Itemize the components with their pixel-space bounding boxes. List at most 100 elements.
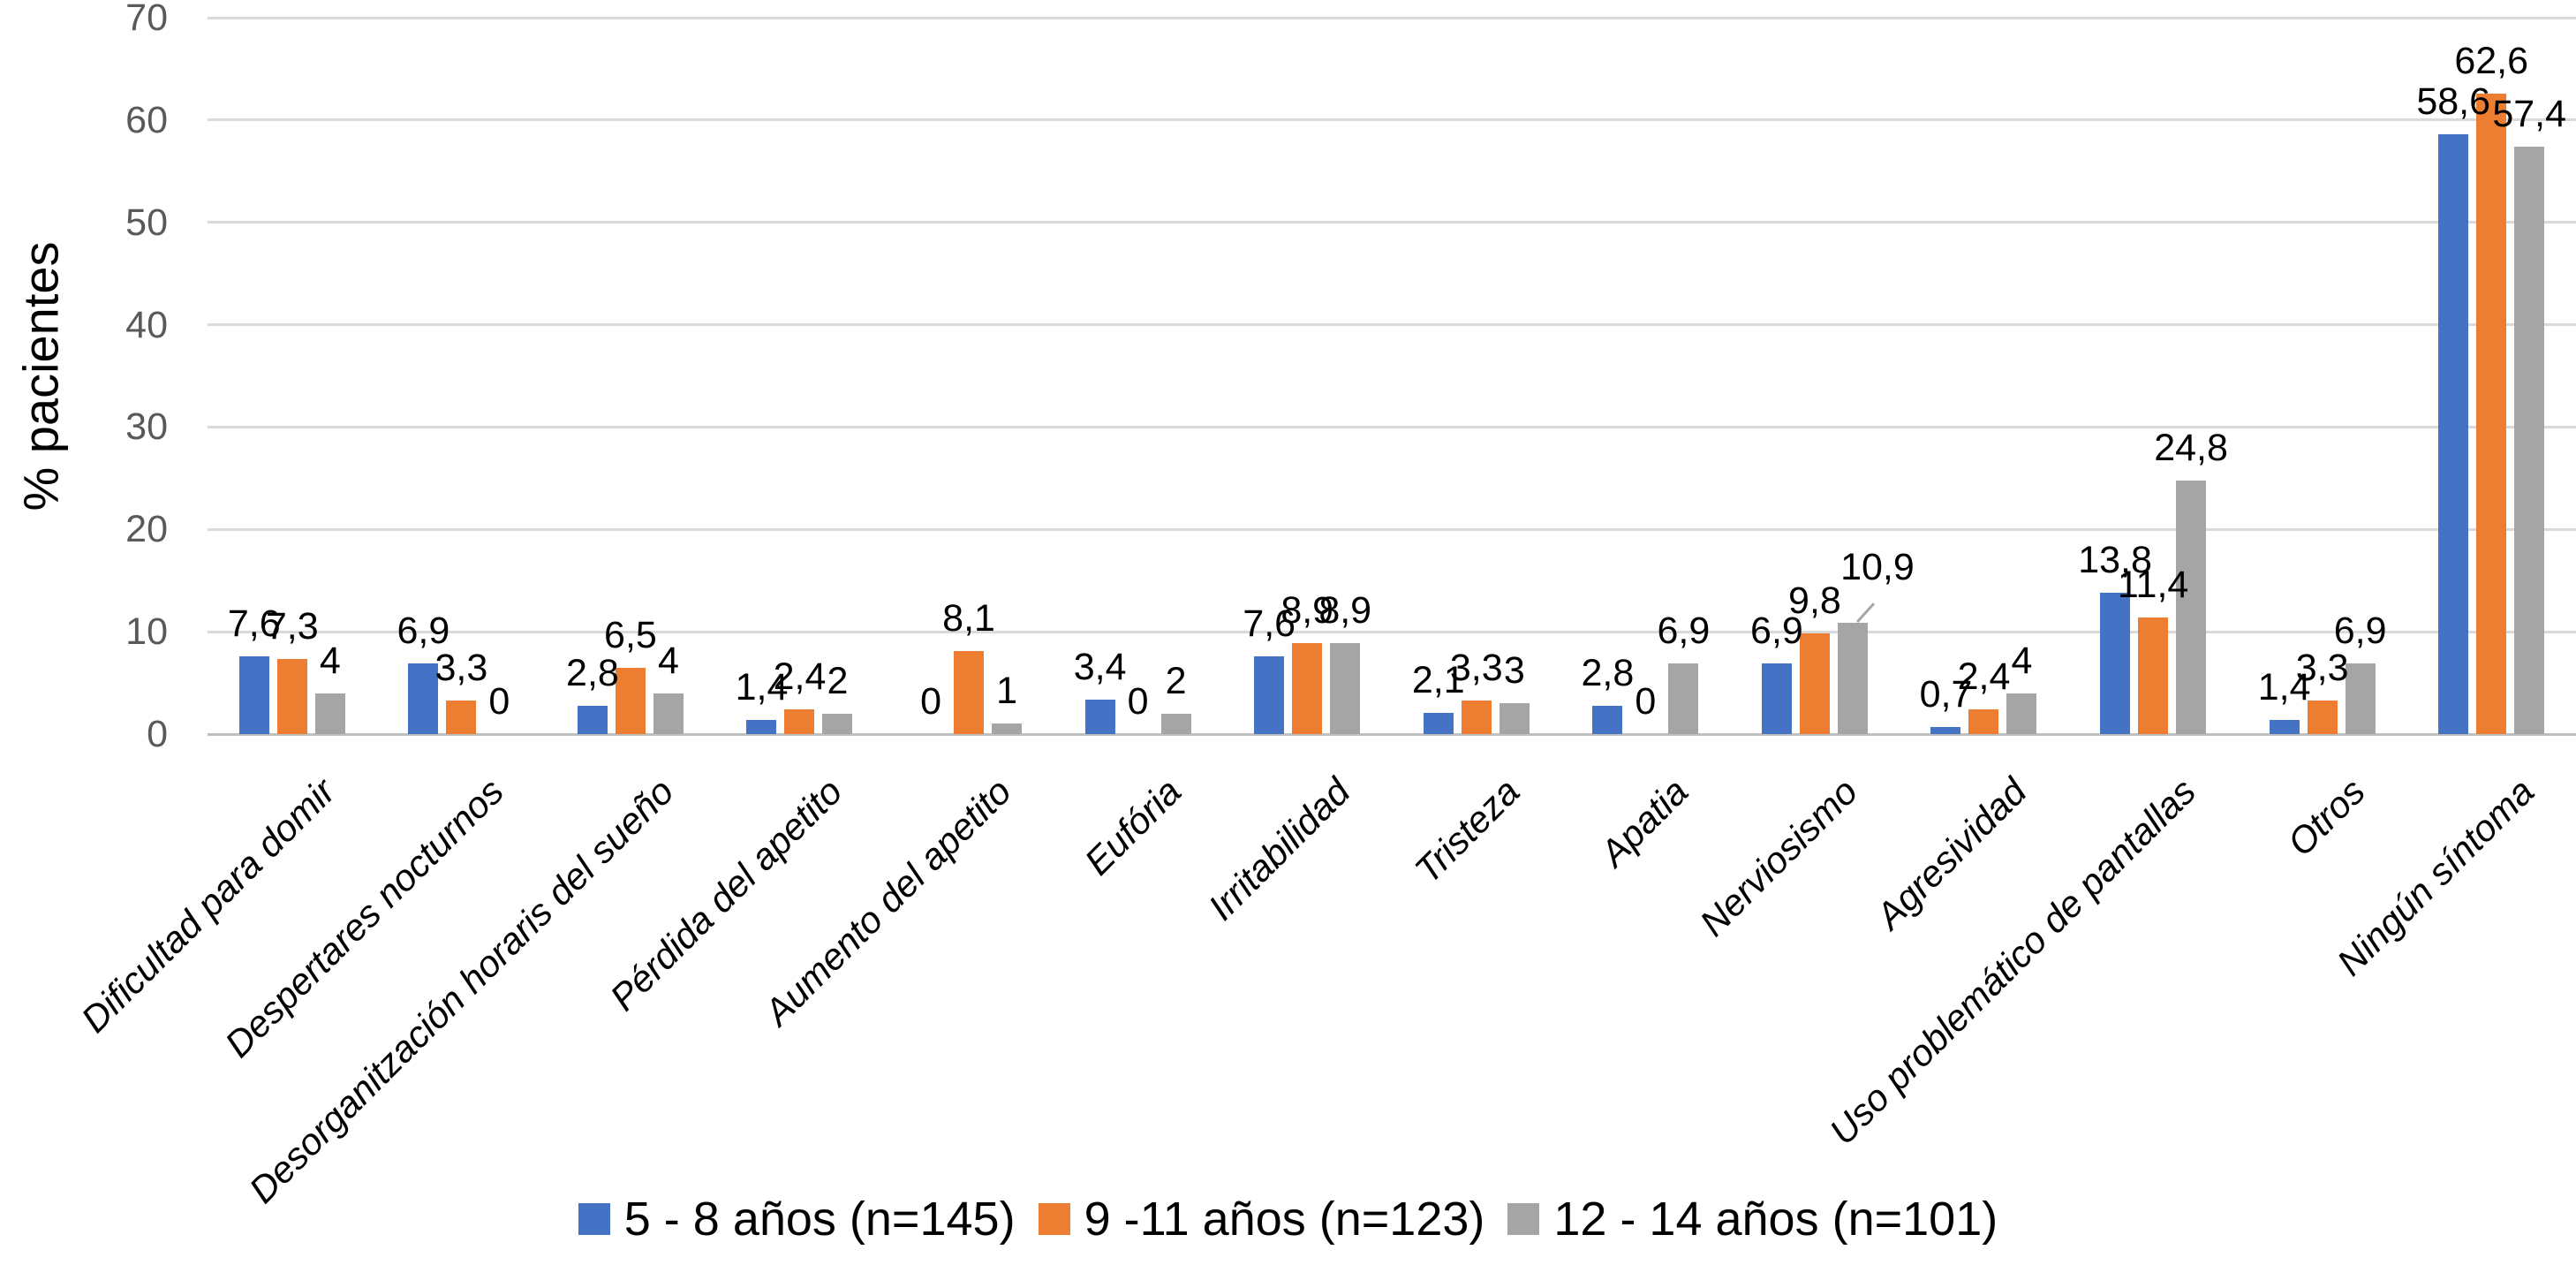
data-label: 3 — [1503, 649, 1525, 693]
legend-item: 9 -11 años (n=123) — [1038, 1191, 1484, 1247]
data-label: 7,3 — [265, 605, 319, 648]
data-label: 2 — [827, 659, 849, 702]
data-label: 2 — [1165, 659, 1187, 702]
gridline — [208, 323, 2576, 327]
bar — [1292, 642, 1323, 734]
bar — [653, 693, 684, 734]
bar — [1968, 709, 1999, 734]
bar — [1592, 705, 1623, 734]
data-label: 3,3 — [434, 646, 488, 689]
x-axis-line — [208, 732, 2576, 736]
bar — [276, 659, 307, 734]
data-label: 62,6 — [2454, 39, 2529, 82]
bar-group: 3,4 0 2 — [1054, 18, 1223, 734]
bar — [314, 693, 345, 734]
category-label: Otros — [2279, 770, 2373, 864]
data-label: 4 — [2011, 639, 2033, 682]
data-label: 4 — [657, 639, 679, 682]
data-label: 2,8 — [566, 651, 619, 694]
data-label: 7,6 — [1243, 602, 1296, 645]
data-label: 11,4 — [2117, 563, 2189, 606]
bar — [992, 723, 1023, 734]
bar-group: 7,6 7,3 4 — [208, 18, 377, 734]
y-tick-label: 30 — [125, 405, 168, 449]
y-tick-label: 40 — [125, 303, 168, 346]
data-label: 8,9 — [1318, 588, 1372, 632]
bar — [1254, 655, 1285, 734]
bar — [577, 705, 608, 734]
gridline — [208, 425, 2576, 428]
bar — [2476, 93, 2507, 734]
category-label: Nerviosismo — [1691, 770, 1866, 944]
bar — [446, 700, 477, 734]
data-label: 2,4 — [1957, 655, 2011, 699]
bar — [1330, 642, 1361, 734]
category-label: Eufória — [1076, 770, 1189, 883]
legend-swatch — [1038, 1203, 1070, 1235]
bar — [1084, 699, 1115, 734]
gridline — [208, 630, 2576, 633]
data-label: 6,9 — [2333, 610, 2387, 653]
category-label: Apatia — [1592, 770, 1696, 875]
bar — [1461, 700, 1492, 734]
data-label: 9,8 — [1788, 579, 1841, 623]
bar — [2514, 146, 2545, 734]
bar-group: 1,4 2,4 2 — [715, 18, 885, 734]
data-label: 3,3 — [1449, 646, 1503, 689]
bar — [2269, 719, 2300, 734]
bar — [784, 709, 815, 734]
legend-swatch — [578, 1203, 610, 1235]
y-tick-label: 50 — [125, 201, 168, 244]
bar — [1668, 663, 1699, 734]
bar-group: 13,8 11,4 24,8 — [2068, 18, 2238, 734]
bar-group: 6,9 9,8 10,9 — [1730, 18, 1915, 734]
data-label: 2,1 — [1411, 658, 1465, 701]
bar — [2006, 693, 2037, 734]
data-label: 6,9 — [1657, 610, 1711, 653]
data-label: 8,9 — [1280, 588, 1334, 632]
bar — [2138, 617, 2169, 734]
legend-item: 12 - 14 años (n=101) — [1507, 1191, 1998, 1247]
data-label: 0 — [488, 680, 510, 723]
bar — [2176, 480, 2207, 734]
bar-group: 7,6 8,9 8,9 — [1222, 18, 1392, 734]
data-label: 1 — [996, 670, 1018, 713]
data-label: 2,8 — [1581, 651, 1635, 694]
bar — [822, 713, 853, 734]
data-label: 1,4 — [735, 665, 789, 708]
data-label: 10,9 — [1840, 545, 1915, 588]
bar — [1499, 703, 1530, 734]
bar-group: 2,8 6,5 4 — [546, 18, 715, 734]
category-label: Despertares nocturnos — [216, 770, 512, 1065]
bar — [238, 655, 269, 734]
gridline — [208, 527, 2576, 531]
bar — [954, 651, 985, 734]
y-tick-label: 20 — [125, 508, 168, 551]
data-label: 3,3 — [2295, 646, 2349, 689]
bar-group: 0 8,1 1 — [884, 18, 1054, 734]
data-label: 24,8 — [2154, 426, 2228, 469]
bar-group: 2,8 0 6,9 — [1561, 18, 1731, 734]
data-label: 6,9 — [1750, 610, 1803, 653]
category-label: Irritabilidad — [1199, 770, 1358, 928]
legend-swatch — [1507, 1203, 1540, 1235]
bar-group: 1,4 3,3 6,9 — [2238, 18, 2407, 734]
bar-group: 6,9 3,3 0 — [377, 18, 547, 734]
bar — [2307, 700, 2338, 734]
legend-label: 12 - 14 años (n=101) — [1553, 1193, 1998, 1246]
bar — [615, 667, 646, 734]
gridline — [208, 221, 2576, 224]
data-label: 6,9 — [397, 610, 450, 653]
category-label: Tristeza — [1406, 770, 1528, 891]
plot-area: 7,6 7,3 4 6,9 3,3 0 2,8 6,5 4 1,4 2,4 2 0 8,1 1 3,4 0 2 7,… — [208, 16, 2576, 736]
bar — [1837, 622, 1868, 734]
y-axis-title: % pacientes — [12, 241, 69, 511]
y-tick-label: 0 — [147, 713, 168, 755]
category-label: Agresividad — [1868, 770, 2035, 937]
data-label: 13,8 — [2078, 539, 2152, 582]
data-label: 0 — [920, 680, 942, 723]
bar — [2100, 593, 2131, 734]
data-label: 6,5 — [604, 613, 657, 656]
bar — [1930, 726, 1961, 734]
